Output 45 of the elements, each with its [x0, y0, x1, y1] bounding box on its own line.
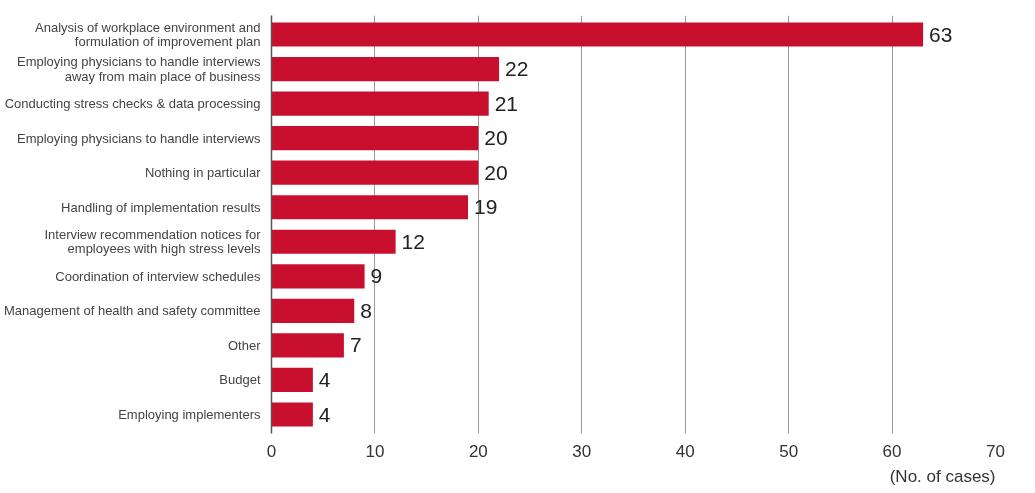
data-label: 20: [484, 126, 508, 150]
x-tick-label: 30: [572, 441, 592, 461]
y-tick-label: Analysis of workplace environment and formulation of improvement plan: [35, 19, 261, 50]
bar: [271, 298, 355, 323]
x-tick-label: 60: [882, 441, 902, 461]
y-tick-label: Interview recommendation notices for employees with high stress levels: [44, 227, 262, 257]
x-tick-label: 70: [986, 441, 1005, 461]
bar: [271, 333, 344, 358]
data-label: 9: [370, 264, 383, 288]
data-label: 7: [349, 333, 362, 357]
bar: [271, 402, 313, 427]
bar: [271, 264, 365, 289]
y-tick-label: Budget: [219, 372, 261, 388]
x-tick-label: 40: [675, 441, 695, 461]
data-label: 4: [318, 402, 331, 426]
x-tick-label: 20: [468, 441, 488, 461]
bar: [271, 22, 924, 47]
data-label: 4: [318, 367, 331, 391]
bar: [271, 160, 479, 185]
bar: [271, 229, 396, 254]
data-label: 19: [474, 195, 498, 219]
data-label: 20: [484, 160, 508, 184]
y-tick-label: Nothing in particular: [144, 165, 262, 181]
data-label: 63: [929, 22, 953, 46]
y-tick-label: Coordination of interview schedules: [55, 268, 261, 284]
x-tick-label: 0: [266, 441, 277, 461]
bar: [271, 56, 500, 82]
bar: [271, 367, 313, 393]
y-tick-label: Employing implementers: [118, 407, 261, 422]
y-tick-label: Conducting stress checks & data processing: [4, 96, 261, 112]
y-tick-label: Employing physicians to handle interviews: [16, 130, 261, 146]
bar: [271, 91, 489, 116]
data-label: 21: [494, 91, 519, 115]
data-label: 12: [401, 229, 425, 253]
bar: [271, 195, 469, 220]
bar: [271, 126, 479, 151]
y-tick-label: Management of health and safety committee: [3, 303, 261, 319]
x-tick-label: 50: [779, 441, 799, 461]
y-tick-label: Other: [227, 337, 262, 353]
data-label: 8: [360, 298, 372, 322]
data-label: 22: [505, 57, 529, 81]
y-tick-label: Employing physicians to handle interviews away from main place of business: [16, 54, 261, 84]
x-axis-title: (No. of cases): [889, 466, 996, 486]
y-tick-label: Handling of implementation results: [61, 199, 261, 215]
x-tick-label: 10: [365, 441, 385, 461]
